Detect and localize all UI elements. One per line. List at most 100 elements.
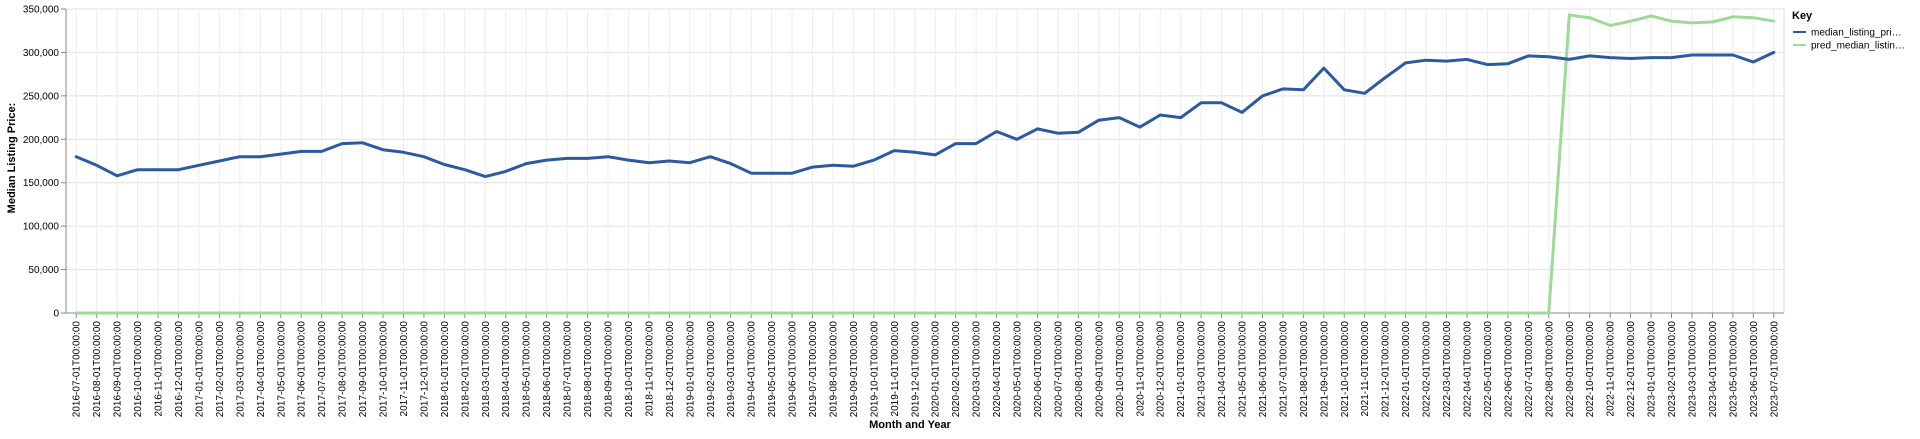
x-tick-label: 2022-08-01T00:00:00 [1544,321,1555,418]
x-tick-label: 2022-04-01T00:00:00 [1462,321,1473,418]
x-tick-label: 2020-01-01T00:00:00 [931,321,942,418]
x-tick-label: 2022-11-01T00:00:00 [1606,321,1617,417]
x-tick-label: 2017-08-01T00:00:00 [338,321,349,418]
x-tick-label: 2016-11-01T00:00:00 [154,321,165,417]
y-axis-title: Median Listing Price: [6,103,18,214]
x-tick-label: 2023-04-01T00:00:00 [1708,321,1719,418]
legend-label-pred: pred_median_listin… [1811,41,1905,52]
x-tick-label: 2022-10-01T00:00:00 [1585,321,1596,418]
x-tick-label: 2020-10-01T00:00:00 [1115,321,1126,418]
x-tick-label: 2017-02-01T00:00:00 [215,321,226,418]
x-tick-label: 2022-05-01T00:00:00 [1483,321,1494,418]
x-tick-label: 2021-05-01T00:00:00 [1238,321,1249,418]
series-line-pred-median-listing-price [74,13,1776,315]
x-tick-label: 2020-04-01T00:00:00 [992,321,1003,418]
x-tick-label: 2017-03-01T00:00:00 [235,321,246,418]
x-tick-label: 2018-06-01T00:00:00 [542,321,553,418]
x-tick-label: 2020-11-01T00:00:00 [1135,321,1146,417]
x-tick-label: 2022-07-01T00:00:00 [1524,321,1535,418]
x-tick-label: 2019-05-01T00:00:00 [767,321,778,418]
y-tick-label: 50,000 [28,265,59,276]
x-tick-label: 2018-08-01T00:00:00 [583,321,594,418]
x-tick-label: 2021-07-01T00:00:00 [1278,321,1289,418]
x-tick-label: 2018-03-01T00:00:00 [481,321,492,418]
x-tick-label: 2017-04-01T00:00:00 [256,321,267,418]
x-tick-label: 2019-09-01T00:00:00 [849,321,860,418]
x-tick-label: 2023-01-01T00:00:00 [1647,321,1658,418]
x-tick-label: 2022-06-01T00:00:00 [1503,321,1514,418]
x-tick-label: 2022-02-01T00:00:00 [1422,321,1433,418]
x-tick-label: 2016-08-01T00:00:00 [92,321,103,418]
x-tick-label: 2017-12-01T00:00:00 [419,321,430,418]
x-tick-label: 2021-06-01T00:00:00 [1258,321,1269,418]
x-tick-label: 2020-12-01T00:00:00 [1156,321,1167,418]
x-tick-label: 2019-02-01T00:00:00 [706,321,717,418]
y-tick-label: 0 [53,309,59,320]
x-tick-label: 2022-01-01T00:00:00 [1401,321,1412,418]
x-tick-label: 2021-04-01T00:00:00 [1217,321,1228,418]
series-lines [74,13,1776,315]
y-tick-label: 100,000 [23,222,60,233]
x-axis-title: Month and Year [869,419,951,431]
x-tick-label: 2019-01-01T00:00:00 [685,321,696,418]
x-tick-label: 2023-06-01T00:00:00 [1749,321,1760,418]
x-tick-label: 2019-07-01T00:00:00 [808,321,819,418]
x-tick-label: 2021-09-01T00:00:00 [1319,321,1330,418]
x-tick-label: 2019-11-01T00:00:00 [890,321,901,417]
x-tick-label: 2016-12-01T00:00:00 [174,321,185,418]
x-tick-label: 2017-11-01T00:00:00 [399,321,410,417]
x-tick-label: 2018-07-01T00:00:00 [563,321,574,418]
x-tick-label: 2018-09-01T00:00:00 [603,321,614,418]
y-tick-label: 300,000 [23,48,60,59]
x-tick-label: 2022-09-01T00:00:00 [1565,321,1576,418]
x-tick-label: 2023-07-01T00:00:00 [1769,321,1780,418]
x-tick-label: 2019-06-01T00:00:00 [788,321,799,418]
x-tick-label: 2020-09-01T00:00:00 [1094,321,1105,418]
x-tick-label: 2021-08-01T00:00:00 [1299,321,1310,418]
x-tick-label: 2016-07-01T00:00:00 [72,321,83,418]
x-tick-label: 2023-02-01T00:00:00 [1667,321,1678,418]
x-tick-label: 2022-03-01T00:00:00 [1442,321,1453,418]
gridlines [65,8,1785,314]
x-tick-label: 2017-09-01T00:00:00 [358,321,369,418]
x-tick-label: 2017-10-01T00:00:00 [379,321,390,418]
x-tick-label: 2021-11-01T00:00:00 [1360,321,1371,417]
x-tick-label: 2018-12-01T00:00:00 [665,321,676,418]
x-tick-label: 2018-01-01T00:00:00 [440,321,451,418]
x-tick-label: 2019-03-01T00:00:00 [726,321,737,418]
x-tick-label: 2019-10-01T00:00:00 [869,321,880,418]
series-line-median-listing-price [74,50,1776,179]
legend: Key median_listing_pri… pred_median_list… [1792,10,1905,52]
x-tick-label: 2017-07-01T00:00:00 [317,321,328,418]
x-tick-label: 2021-01-01T00:00:00 [1176,321,1187,418]
x-tick-label: 2019-04-01T00:00:00 [747,321,758,418]
x-tick-label: 2017-06-01T00:00:00 [297,321,308,418]
x-tick-label: 2021-10-01T00:00:00 [1340,321,1351,418]
x-tick-label: 2020-05-01T00:00:00 [1013,321,1024,418]
plot-frame [65,8,1785,314]
y-tick-label: 350,000 [23,5,60,16]
x-tick-label: 2020-02-01T00:00:00 [951,321,962,418]
x-tick-label: 2020-06-01T00:00:00 [1033,321,1044,418]
x-tick-label: 2017-01-01T00:00:00 [194,321,205,418]
x-tick-label: 2022-12-01T00:00:00 [1626,321,1637,418]
y-tick-label: 200,000 [23,135,60,146]
x-tick-label: 2023-05-01T00:00:00 [1728,321,1739,418]
x-tick-label: 2017-05-01T00:00:00 [276,321,287,418]
y-tick-label: 150,000 [23,178,60,189]
x-tick-label: 2018-04-01T00:00:00 [501,321,512,418]
x-tick-label: 2016-09-01T00:00:00 [113,321,124,418]
x-tick-label: 2023-03-01T00:00:00 [1687,321,1698,418]
y-axis: 0 50,000 100,000 150,000 200,000 250,000 300,0… [23,5,67,320]
x-tick-label: 2016-10-01T00:00:00 [133,321,144,418]
x-tick-label: 2019-12-01T00:00:00 [910,321,921,418]
x-tick-label: 2018-10-01T00:00:00 [624,321,635,418]
x-tick-label: 2019-08-01T00:00:00 [828,321,839,418]
legend-title: Key [1792,10,1813,22]
x-axis: 2016-07-01T00:00:00 2016-08-01T00:00:00 20… [66,312,1784,418]
legend-label-median: median_listing_pri… [1811,28,1902,39]
x-tick-label: 2020-07-01T00:00:00 [1053,321,1064,418]
x-tick-label: 2018-02-01T00:00:00 [460,321,471,418]
